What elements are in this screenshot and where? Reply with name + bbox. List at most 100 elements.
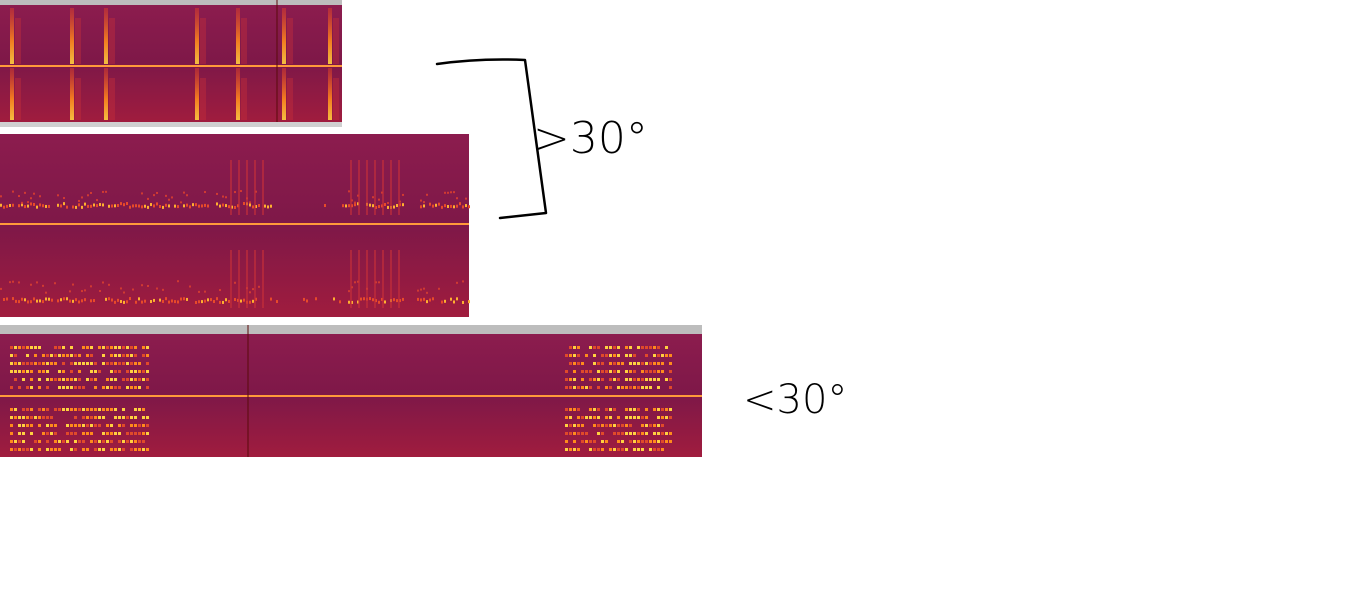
texture xyxy=(287,78,293,120)
texture xyxy=(141,192,143,195)
texture xyxy=(613,408,616,411)
texture xyxy=(348,300,350,304)
texture xyxy=(398,250,400,308)
texture xyxy=(156,191,158,194)
texture xyxy=(581,432,584,435)
texture xyxy=(387,205,389,209)
texture xyxy=(254,250,256,308)
texture xyxy=(14,378,17,381)
texture xyxy=(204,191,206,194)
texture xyxy=(54,362,57,365)
texture xyxy=(565,378,568,381)
texture xyxy=(423,204,425,208)
texture xyxy=(142,432,145,435)
texture xyxy=(58,354,61,357)
texture xyxy=(86,362,89,365)
texture xyxy=(629,440,632,443)
texture xyxy=(70,362,73,365)
texture xyxy=(581,370,584,373)
texture xyxy=(90,346,93,349)
texture xyxy=(74,440,77,443)
texture xyxy=(18,386,21,389)
texture xyxy=(90,370,93,373)
texture xyxy=(653,346,656,349)
texture xyxy=(249,291,251,294)
texture xyxy=(42,370,45,373)
texture xyxy=(565,370,568,373)
texture xyxy=(130,416,133,419)
texture xyxy=(70,354,73,357)
texture xyxy=(86,432,89,435)
texture xyxy=(617,432,620,435)
texture xyxy=(142,416,145,419)
texture xyxy=(42,284,44,287)
texture xyxy=(70,386,73,389)
texture xyxy=(219,300,221,304)
texture xyxy=(374,160,376,215)
texture xyxy=(114,378,117,381)
texture xyxy=(0,203,2,207)
texture xyxy=(86,448,89,451)
texture xyxy=(641,378,644,381)
texture xyxy=(114,204,116,208)
texture xyxy=(645,416,648,419)
texture xyxy=(378,281,380,284)
texture xyxy=(14,448,17,451)
texture xyxy=(114,362,117,365)
texture xyxy=(228,205,230,209)
texture xyxy=(573,354,576,357)
texture xyxy=(126,300,128,304)
texture xyxy=(130,448,133,451)
texture xyxy=(156,202,158,206)
texture xyxy=(30,197,32,200)
texture xyxy=(22,432,25,435)
texture xyxy=(625,386,628,389)
texture xyxy=(62,362,65,365)
texture xyxy=(577,416,580,419)
texture xyxy=(33,202,35,206)
texture xyxy=(577,354,580,357)
texture xyxy=(22,378,25,381)
texture xyxy=(573,432,576,435)
scrollbar xyxy=(0,325,702,334)
texture xyxy=(58,370,61,373)
texture xyxy=(142,346,145,349)
texture xyxy=(617,346,620,349)
texture xyxy=(90,378,93,381)
texture xyxy=(625,354,628,357)
texture xyxy=(661,432,664,435)
texture xyxy=(38,408,41,411)
texture xyxy=(126,440,129,443)
texture xyxy=(42,204,44,208)
texture xyxy=(138,440,141,443)
texture xyxy=(234,191,236,194)
texture xyxy=(142,408,145,411)
texture xyxy=(605,346,608,349)
texture xyxy=(577,424,580,427)
texture xyxy=(15,299,17,303)
texture xyxy=(637,432,640,435)
texture xyxy=(282,68,286,120)
texture xyxy=(573,386,576,389)
texture xyxy=(240,299,242,303)
texture xyxy=(653,424,656,427)
texture xyxy=(189,285,191,288)
texture xyxy=(104,8,108,64)
texture xyxy=(665,354,668,357)
texture xyxy=(34,346,37,349)
texture xyxy=(147,205,149,209)
texture xyxy=(225,204,227,208)
texture xyxy=(589,378,592,381)
texture xyxy=(58,386,61,389)
texture xyxy=(573,408,576,411)
texture xyxy=(605,440,608,443)
texture xyxy=(50,416,53,419)
texture xyxy=(669,432,672,435)
texture xyxy=(62,346,65,349)
texture xyxy=(665,346,668,349)
texture xyxy=(613,432,616,435)
texture xyxy=(105,297,107,301)
texture xyxy=(22,416,25,419)
texture xyxy=(75,298,77,302)
texture xyxy=(120,287,122,290)
